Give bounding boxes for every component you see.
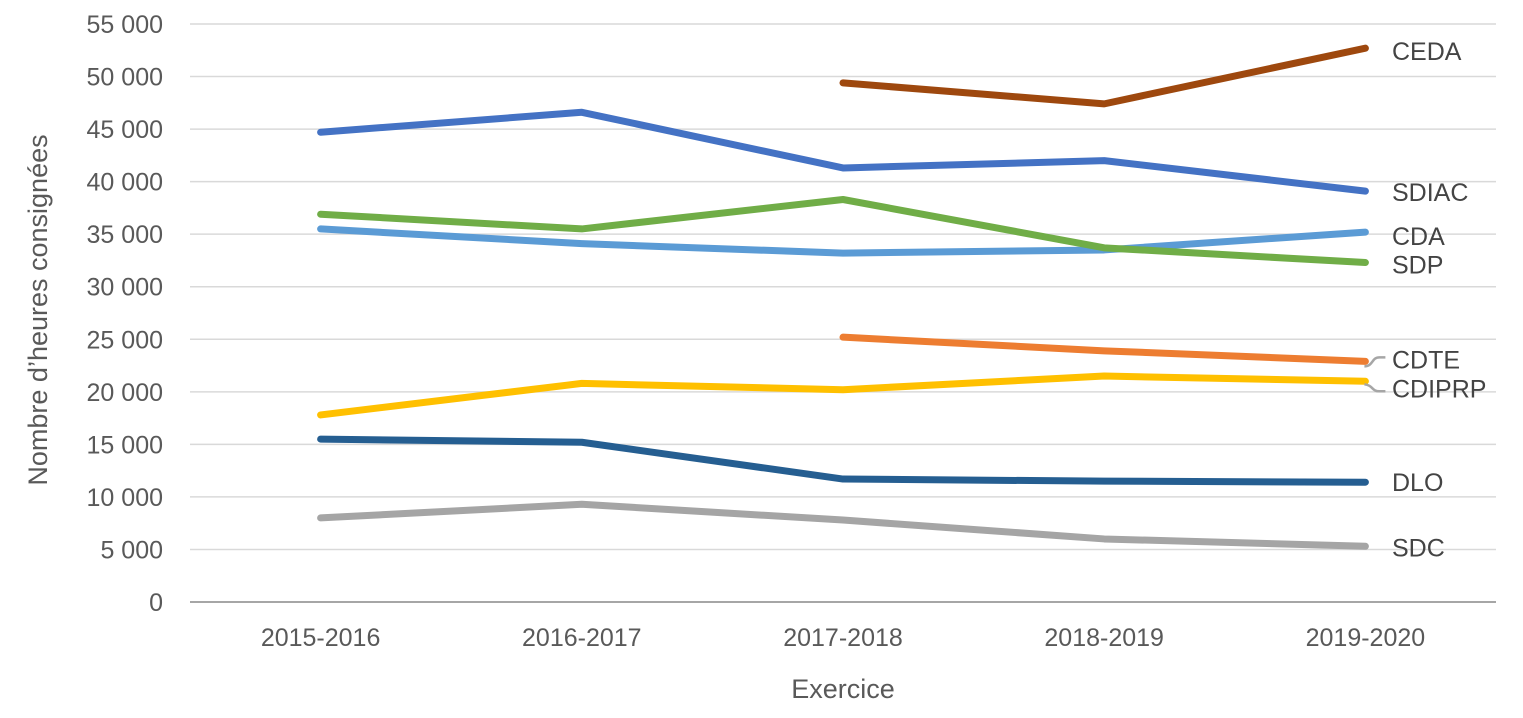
- y-tick-label: 20 000: [87, 379, 163, 407]
- y-tick-label: 15 000: [87, 431, 163, 459]
- series-lines: [317, 44, 1369, 550]
- y-tick-label: 30 000: [87, 274, 163, 302]
- y-tick-label: 55 000: [87, 11, 163, 39]
- leader-line-cdiprp: [1364, 383, 1386, 393]
- y-tick-label: 40 000: [87, 169, 163, 197]
- y-tick-label: 10 000: [87, 484, 163, 512]
- y-tick-label: 35 000: [87, 221, 163, 249]
- y-tick-label: 45 000: [87, 116, 163, 144]
- series-label-ceda: CEDA: [1392, 38, 1462, 66]
- x-tick-label: 2016-2017: [522, 624, 642, 652]
- y-tick-label: 50 000: [87, 64, 163, 92]
- series-line-sdiac: [317, 108, 1369, 195]
- x-axis-title: Exercice: [791, 674, 895, 704]
- series-line-cdiprp: [317, 372, 1369, 419]
- series-label-sdiac: SDIAC: [1392, 179, 1468, 207]
- y-tick-label: 25 000: [87, 326, 163, 354]
- series-label-cdiprp: CDIPRP: [1392, 375, 1486, 403]
- series-label-sdc: SDC: [1392, 534, 1445, 562]
- label-leader-lines: [1364, 356, 1386, 393]
- series-label-cda: CDA: [1392, 223, 1445, 251]
- y-axis-title: Nombre d’heures consignées: [23, 134, 53, 485]
- series-line-cda: [317, 225, 1369, 257]
- series-label-cdte: CDTE: [1392, 346, 1460, 374]
- y-tick-label: 0: [149, 589, 163, 617]
- leader-line-cdte: [1364, 356, 1386, 368]
- series-label-dlo: DLO: [1392, 469, 1443, 497]
- series-label-sdp: SDP: [1392, 252, 1443, 280]
- y-tick-label: 5 000: [100, 536, 163, 564]
- series-line-ceda: [839, 44, 1369, 108]
- x-tick-label: 2015-2016: [261, 624, 381, 652]
- x-axis-tick-labels: 2015-2016 2016-2017 2017-2018 2018-2019 2019…: [261, 624, 1425, 652]
- series-line-cdte: [839, 333, 1369, 365]
- x-tick-label: 2019-2020: [1306, 624, 1426, 652]
- x-tick-label: 2018-2019: [1044, 624, 1164, 652]
- series-line-dlo: [317, 435, 1369, 486]
- x-tick-label: 2017-2018: [783, 624, 903, 652]
- series-line-sdc: [317, 500, 1369, 550]
- series-line-sdp: [317, 196, 1369, 267]
- y-axis-tick-labels: 0 5 000 10 000 15 000 20 000 25 000 30 000 35 0…: [87, 11, 163, 617]
